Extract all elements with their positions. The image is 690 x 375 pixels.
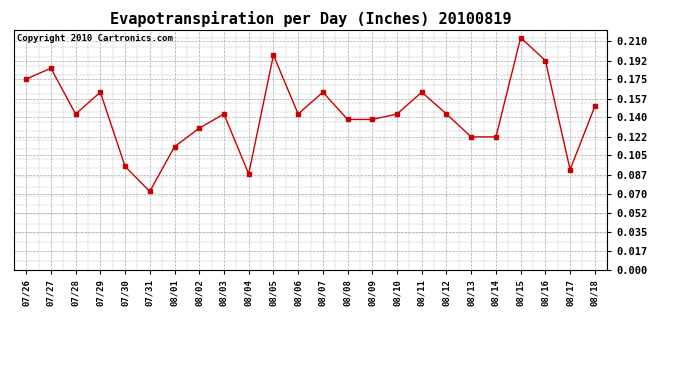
Title: Evapotranspiration per Day (Inches) 20100819: Evapotranspiration per Day (Inches) 2010… <box>110 12 511 27</box>
Text: Copyright 2010 Cartronics.com: Copyright 2010 Cartronics.com <box>17 34 172 43</box>
